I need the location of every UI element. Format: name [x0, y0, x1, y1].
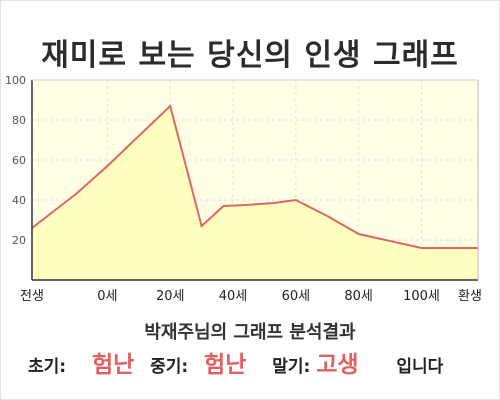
analysis-result: 초기: 험난 중기: 험난 말기: 고생 입니다 [28, 345, 488, 379]
chart-title: 재미로 보는 당신의 인생 그래프 [41, 38, 459, 73]
mid-value: 험난 [204, 352, 247, 378]
y-tick-label: 20 [12, 234, 26, 247]
x-tick-label: 20세 [156, 289, 185, 304]
series-line [31, 104, 478, 249]
mid-label: 중기: [150, 357, 189, 377]
late-value: 고생 [316, 352, 359, 378]
result-suffix: 입니다 [396, 357, 444, 377]
early-value: 험난 [91, 352, 135, 378]
analysis-summary: 박재주님의 그래프 분석결과 [144, 322, 356, 343]
plot-area: 20 40 60 80 100 전생 0세 20세 40세 60세 80세 100세 환생 [5, 74, 482, 304]
x-tick-label: 60세 [282, 289, 311, 304]
y-tick-label: 80 [12, 114, 26, 127]
y-tick-label: 60 [12, 154, 26, 167]
x-tick-label: 환생 [458, 289, 482, 304]
x-tick-label: 100세 [403, 289, 440, 304]
early-label: 초기: [28, 357, 67, 377]
y-tick-label: 40 [12, 194, 26, 207]
x-tick-label: 80세 [344, 289, 373, 304]
x-tick-label: 0세 [97, 289, 117, 304]
y-tick-label: 100 [5, 74, 26, 87]
x-tick-label: 40세 [219, 289, 248, 304]
x-tick-label: 전생 [20, 289, 44, 304]
late-label: 말기: [272, 357, 311, 377]
